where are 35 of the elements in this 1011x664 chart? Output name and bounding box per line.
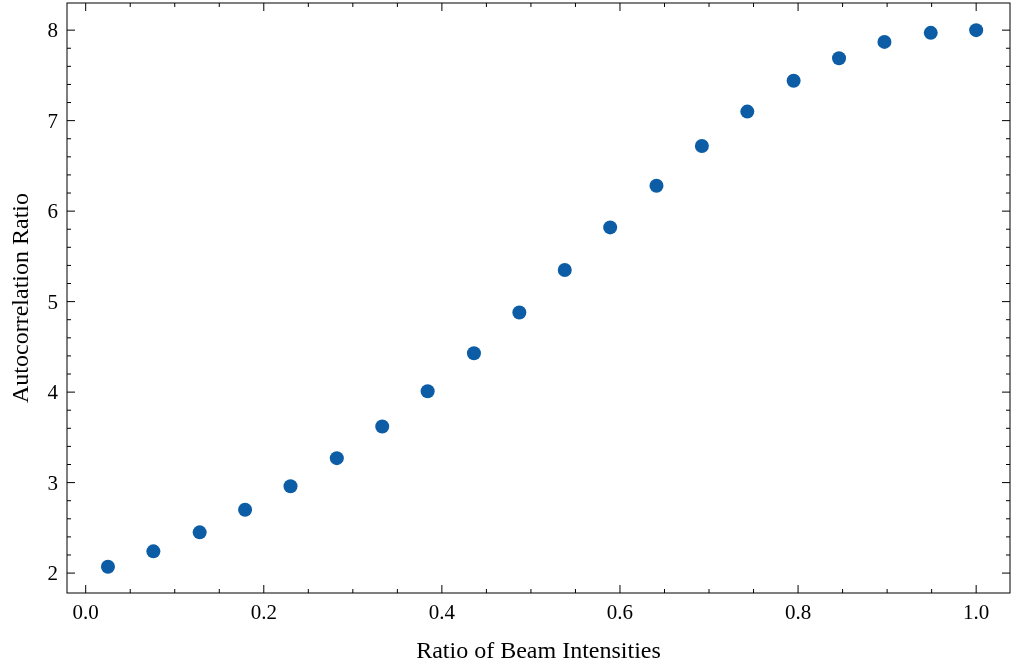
point	[832, 51, 847, 66]
x-tick-label: 0.6	[606, 600, 634, 624]
point	[877, 34, 892, 49]
y-axis-title: Autocorrelation Ratio	[7, 193, 33, 403]
y-tick-label: 6	[47, 199, 58, 224]
point	[557, 262, 572, 277]
y-tick-label: 8	[47, 18, 58, 43]
x-tick-label: 0.8	[784, 600, 812, 624]
point	[786, 73, 801, 88]
point	[466, 346, 481, 361]
y-tick-label: 4	[47, 380, 59, 405]
x-tick-label: 0.4	[428, 600, 456, 624]
point	[740, 104, 755, 119]
y-tick-label: 7	[47, 108, 58, 133]
point	[283, 479, 298, 494]
x-tick-label: 0.2	[250, 600, 277, 624]
point	[238, 502, 253, 517]
x-tick-label: 0.0	[72, 600, 99, 624]
y-tick-label: 2	[47, 561, 58, 586]
point	[649, 178, 664, 193]
point	[100, 559, 115, 574]
point	[512, 305, 527, 320]
point	[329, 451, 344, 466]
point	[969, 23, 984, 38]
y-tick-label: 3	[47, 470, 58, 495]
point	[420, 384, 435, 399]
point	[923, 25, 938, 40]
point	[375, 419, 390, 434]
point	[603, 220, 618, 235]
x-axis-title: Ratio of Beam Intensities	[416, 637, 661, 663]
point	[146, 544, 161, 559]
x-tick-label: 1.0	[963, 600, 990, 624]
point	[192, 525, 207, 540]
point	[694, 138, 709, 153]
y-tick-label: 5	[47, 289, 58, 314]
